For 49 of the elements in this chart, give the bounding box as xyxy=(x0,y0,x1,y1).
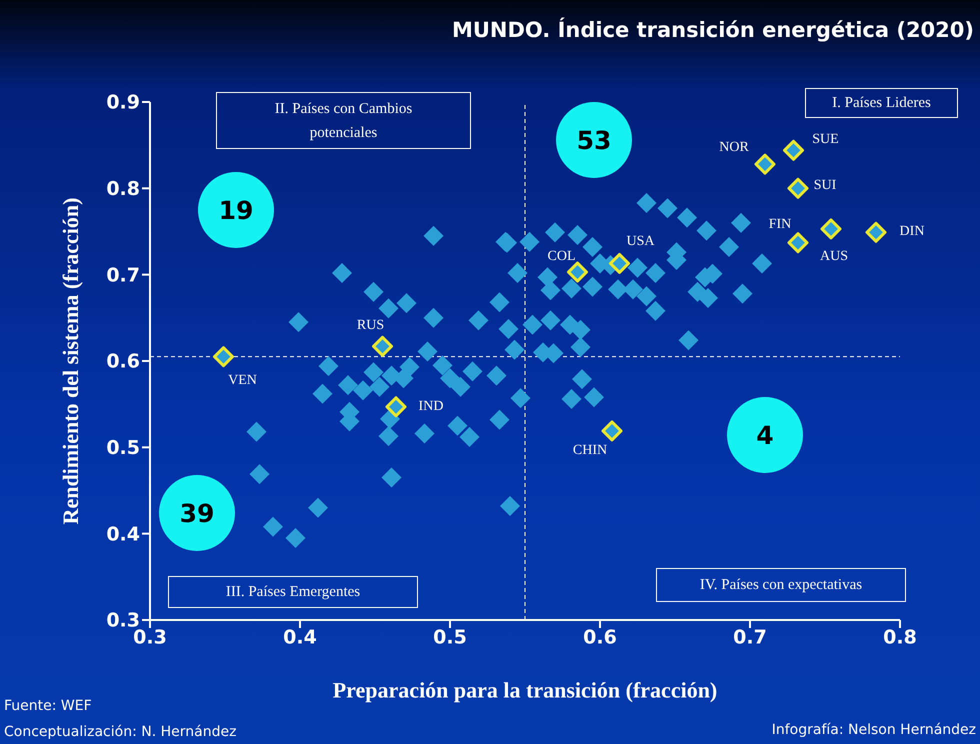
point xyxy=(567,262,588,283)
point xyxy=(820,218,842,240)
chart-title: MUNDO. Índice transición energética (2020) xyxy=(452,18,974,42)
source-note: Fuente: WEF xyxy=(4,698,92,714)
point xyxy=(788,178,808,199)
count-badge: 39 xyxy=(159,475,235,551)
y-axis-title: Rendimiento del sistema (fracción) xyxy=(58,198,83,524)
annotation: AUS xyxy=(820,248,848,265)
annotation: IND xyxy=(418,398,444,415)
annotation: III. Países Emergentes xyxy=(168,576,418,608)
y-tick-label: 0.5 xyxy=(106,437,140,460)
annotation: DIN xyxy=(900,224,924,240)
annotation: VEN xyxy=(228,372,257,389)
point xyxy=(866,222,886,243)
count-badge: 53 xyxy=(556,102,632,178)
point xyxy=(372,336,393,357)
annotation: USA xyxy=(626,234,655,250)
point xyxy=(783,140,804,161)
point xyxy=(788,232,808,254)
annotation: FIN xyxy=(768,216,792,233)
text: Infografía: Nelson Hernández xyxy=(772,722,976,738)
count-badge: 19 xyxy=(198,172,274,248)
point xyxy=(386,396,406,418)
x-tick-label: 0.8 xyxy=(883,626,917,648)
y-tick-label: 0.7 xyxy=(106,264,140,286)
annotation: I. Países Lideres xyxy=(805,88,958,118)
annotation: CHIN xyxy=(572,442,608,459)
annotation: COL xyxy=(548,249,576,266)
x-axis-title: Preparación para la transición (fracción) xyxy=(332,678,718,703)
point xyxy=(754,154,776,175)
y-tick-label: 0.4 xyxy=(106,523,140,546)
x-tick-label: 0.7 xyxy=(733,626,767,648)
point xyxy=(602,420,622,442)
y-tick-label: 0.6 xyxy=(106,350,140,373)
annotation: RUS xyxy=(356,318,384,334)
annotation: II. Países con Cambios potenciales xyxy=(216,92,471,149)
x-tick-label: 0.4 xyxy=(283,626,317,648)
annotation: NOR xyxy=(719,140,749,156)
point xyxy=(213,346,234,368)
x-tick-label: 0.5 xyxy=(433,626,467,648)
y-tick-label: 0.9 xyxy=(106,92,140,114)
y-tick-label: 0.8 xyxy=(106,178,140,200)
annotation: SUE xyxy=(812,132,839,148)
annotation: SUI xyxy=(814,178,836,194)
point xyxy=(609,252,630,274)
annotation: IV. Países con expectativas xyxy=(656,568,906,602)
x-tick-label: 0.6 xyxy=(583,626,617,648)
text: Conceptualización: N. Hernández xyxy=(4,724,236,740)
count-badge: 4 xyxy=(727,397,803,473)
